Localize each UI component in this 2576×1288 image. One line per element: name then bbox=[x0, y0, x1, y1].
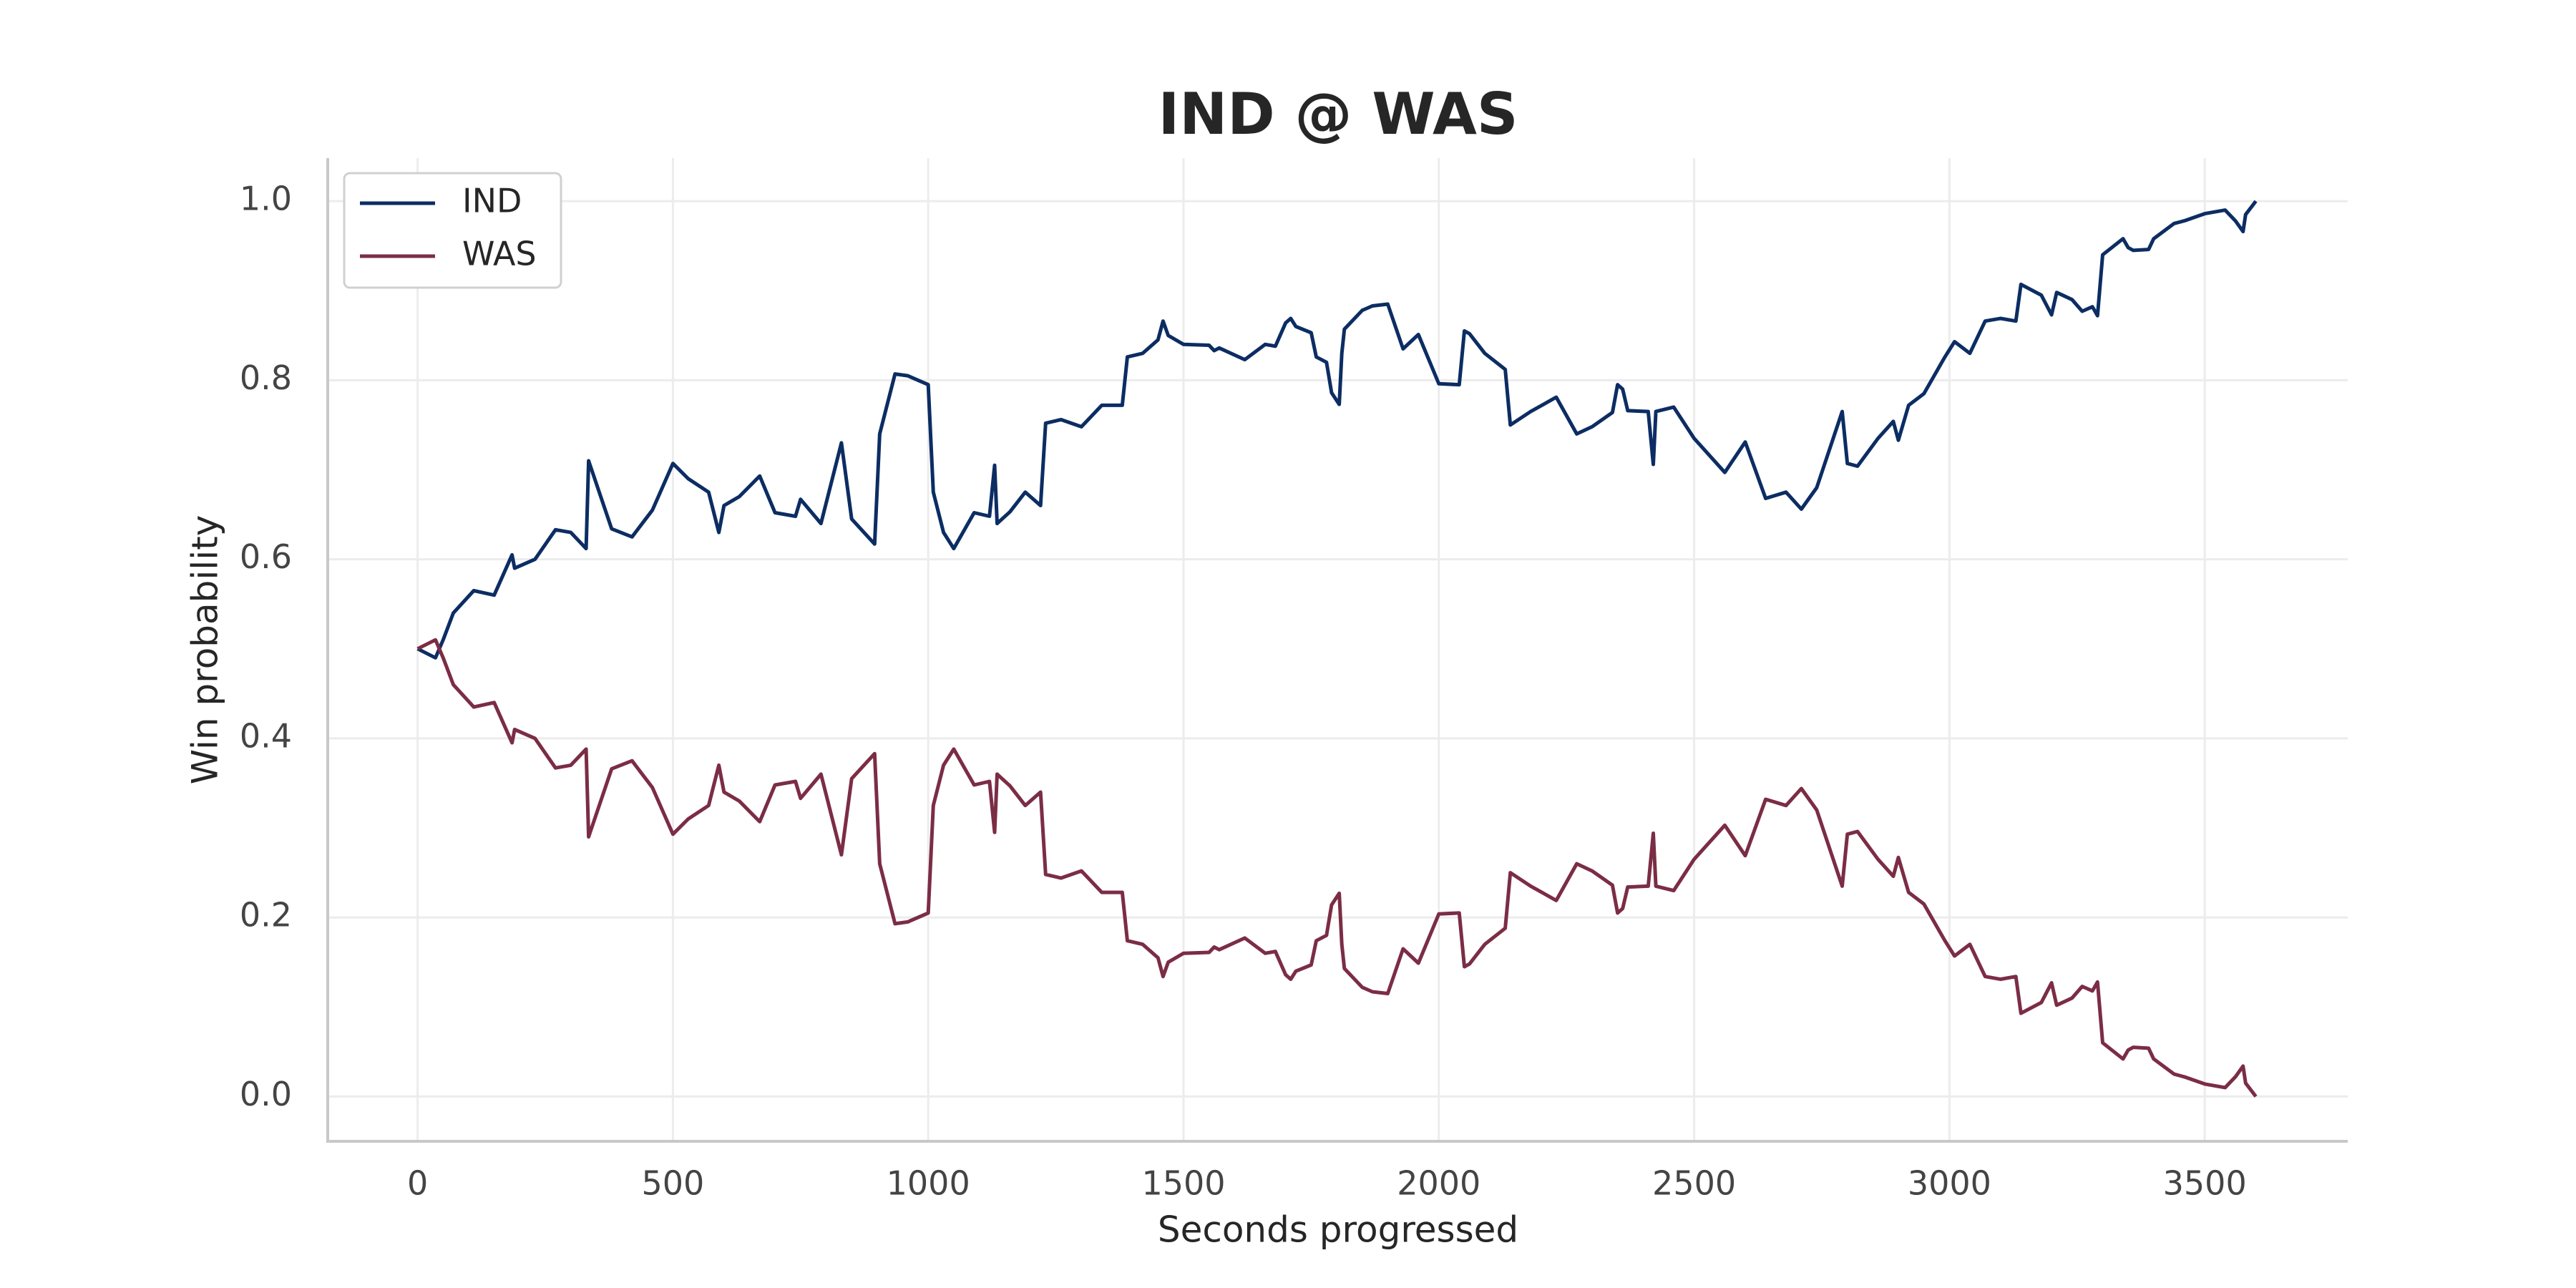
legend-label: WAS bbox=[462, 235, 537, 273]
chart-title: IND @ WAS bbox=[1158, 81, 1518, 147]
y-tick-label: 0.8 bbox=[240, 358, 292, 397]
y-tick-label: 1.0 bbox=[240, 180, 292, 218]
y-tick-label: 0.4 bbox=[240, 716, 292, 755]
y-tick-label: 0.6 bbox=[240, 537, 292, 576]
x-tick-label: 0 bbox=[407, 1164, 428, 1203]
legend: IND WAS bbox=[343, 172, 562, 289]
x-tick-label: 500 bbox=[641, 1164, 704, 1203]
line-series bbox=[416, 200, 2258, 660]
x-tick-label: 3500 bbox=[2163, 1164, 2247, 1203]
y-tick-label: 0.2 bbox=[240, 896, 292, 935]
line-series bbox=[416, 638, 2258, 1098]
x-tick-label: 1500 bbox=[1141, 1164, 1225, 1203]
x-tick-label: 3000 bbox=[1908, 1164, 1991, 1203]
x-tick-label: 2500 bbox=[1652, 1164, 1736, 1203]
legend-label: IND bbox=[462, 182, 522, 220]
x-tick-label: 2000 bbox=[1397, 1164, 1480, 1203]
x-axis-label: Seconds progressed bbox=[1158, 1209, 1518, 1251]
x-tick-label: 1000 bbox=[887, 1164, 970, 1203]
y-tick-label: 0.0 bbox=[240, 1075, 292, 1113]
y-axis-label: Win probability bbox=[185, 515, 226, 785]
